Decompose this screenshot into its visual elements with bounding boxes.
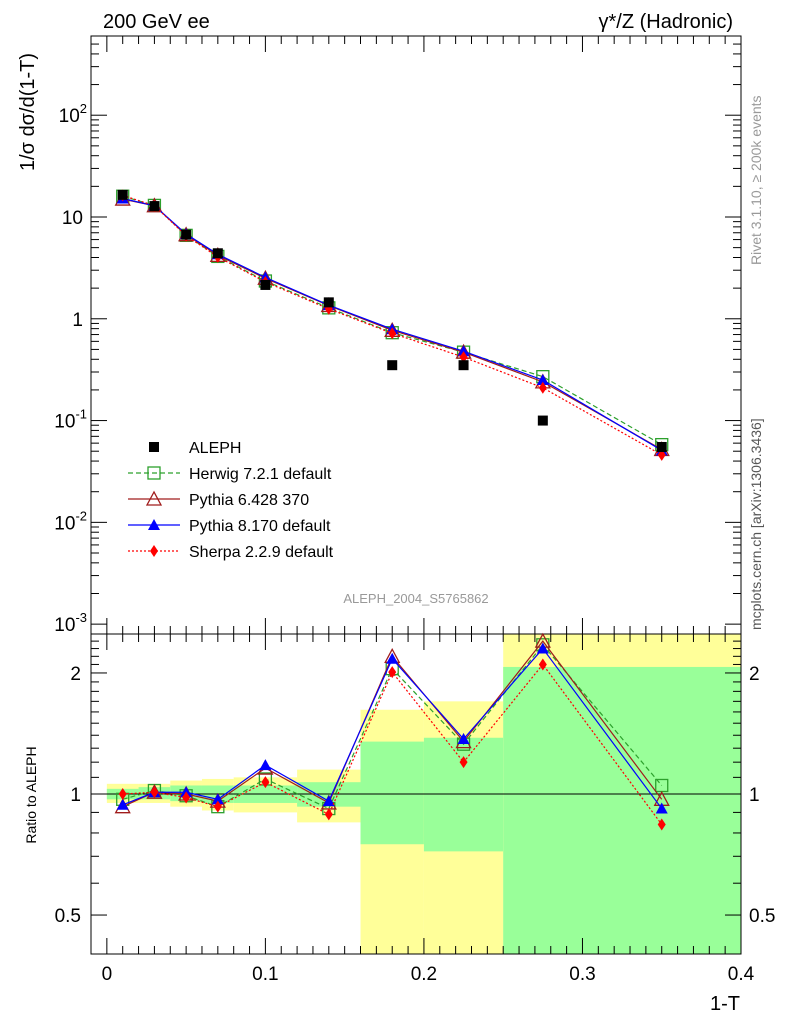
data-point [149, 201, 160, 212]
pythia8-point [457, 345, 470, 357]
ratio-y-tick-label: 1 [70, 785, 81, 806]
y-tick-exponent: 2 [80, 101, 87, 116]
sherpa-point [213, 800, 222, 813]
pythia8-ratio-line [122, 647, 663, 809]
x-tick-label: 0.4 [728, 964, 755, 985]
sherpa-point [388, 666, 397, 679]
y-tick-exponent: -1 [75, 407, 87, 422]
data-point [212, 248, 223, 259]
pythia8-point [148, 519, 160, 530]
chart-marks [114, 189, 670, 831]
mcplots-label: mcplots.cern.ch [arXiv:1306.3436] [748, 418, 764, 630]
sherpa-point [388, 327, 397, 340]
ratio-y-tick-label: 2 [70, 664, 81, 685]
ratio-band-inner [503, 666, 741, 954]
data-point [458, 360, 469, 371]
x-tick-label: 0.2 [411, 964, 437, 985]
y-tick-label: 1 [72, 310, 83, 331]
sherpa-point [118, 788, 127, 800]
ratio-band-inner [423, 737, 504, 852]
sherpa-point [459, 756, 468, 769]
sherpa-ratio-line [122, 663, 663, 825]
data-point [656, 441, 667, 452]
data-point [537, 415, 548, 426]
pythia8-point [259, 759, 272, 771]
pythia6-point [145, 490, 163, 506]
pythia8-point [536, 374, 549, 386]
legend-label: ALEPH [189, 440, 241, 457]
y-tick-label: 102 [59, 101, 87, 127]
process-title: γ*/Z (Hadronic) [599, 11, 733, 33]
sherpa-point [459, 351, 468, 364]
sherpa-point [150, 786, 159, 799]
pythia8-point [211, 793, 224, 805]
ratio-y-tick-label-right: 0.5 [749, 906, 775, 927]
y-tick-exponent: -2 [75, 508, 87, 523]
pythia8-line [122, 197, 663, 451]
legend-label: Herwig 7.2.1 default [189, 466, 332, 483]
main-panel: 10-3 10-2 10-1 1 10 102 [54, 35, 742, 636]
ratio-panel: 0 0.1 0.2 0.3 0.4 0.5 0.5 1 1 2 2 [55, 633, 775, 985]
x-tick-label: 0.1 [252, 964, 278, 985]
herwig-line [122, 195, 663, 446]
x-tick-label: 0 [102, 964, 113, 985]
sherpa-point [538, 381, 547, 394]
pythia8-point [116, 798, 129, 810]
ratio-y-axis-label: Ratio to ALEPH [23, 746, 39, 843]
ratio-y-tick-label-right: 2 [749, 664, 760, 685]
energy-title: 200 GeV ee [103, 11, 210, 33]
pythia8-point [386, 652, 399, 664]
data-point [117, 189, 128, 200]
x-axis-label: 1-T [710, 993, 740, 1015]
sherpa-point [182, 791, 191, 804]
y-tick-label: 10-3 [54, 610, 87, 636]
sherpa-point [150, 545, 158, 557]
herwig-point [147, 466, 161, 480]
legend: ALEPH Herwig 7.2.1 default Pythia 6.428 37… [128, 440, 334, 561]
sherpa-point [538, 658, 547, 671]
main-y-axis-label: 1/σ dσ/d(1-T) [17, 53, 39, 171]
y-tick-exponent: -3 [75, 610, 87, 625]
legend-label: Sherpa 2.2.9 default [189, 544, 334, 561]
pythia8-point [457, 733, 470, 745]
x-tick-label: 0.3 [569, 964, 595, 985]
ratio-y-tick-label-right: 1 [749, 785, 760, 806]
y-tick-label: 10 [62, 208, 83, 229]
pythia8-point [322, 795, 335, 807]
sherpa-point [324, 808, 333, 821]
y-tick-label: 10-1 [54, 407, 87, 433]
legend-label: Pythia 8.170 default [189, 518, 331, 535]
pythia8-point [655, 802, 668, 814]
sherpa-point [657, 818, 666, 831]
legend-label: Pythia 6.428 370 [189, 492, 309, 509]
data-point [260, 279, 271, 290]
data-point [181, 229, 192, 240]
data-point [387, 360, 398, 371]
pythia8-point [536, 642, 549, 654]
rivet-label: Rivet 3.1.10, ≥ 200k events [748, 95, 764, 265]
ratio-band-inner [360, 741, 424, 845]
analysis-id: ALEPH_2004_S5765862 [343, 591, 488, 606]
y-tick-label: 10-2 [54, 508, 87, 534]
data-point [323, 297, 334, 308]
pythia6-ratio-line [122, 640, 663, 808]
sherpa-point [261, 776, 270, 789]
ratio-y-tick-label: 0.5 [55, 906, 81, 927]
data-point [149, 442, 159, 452]
